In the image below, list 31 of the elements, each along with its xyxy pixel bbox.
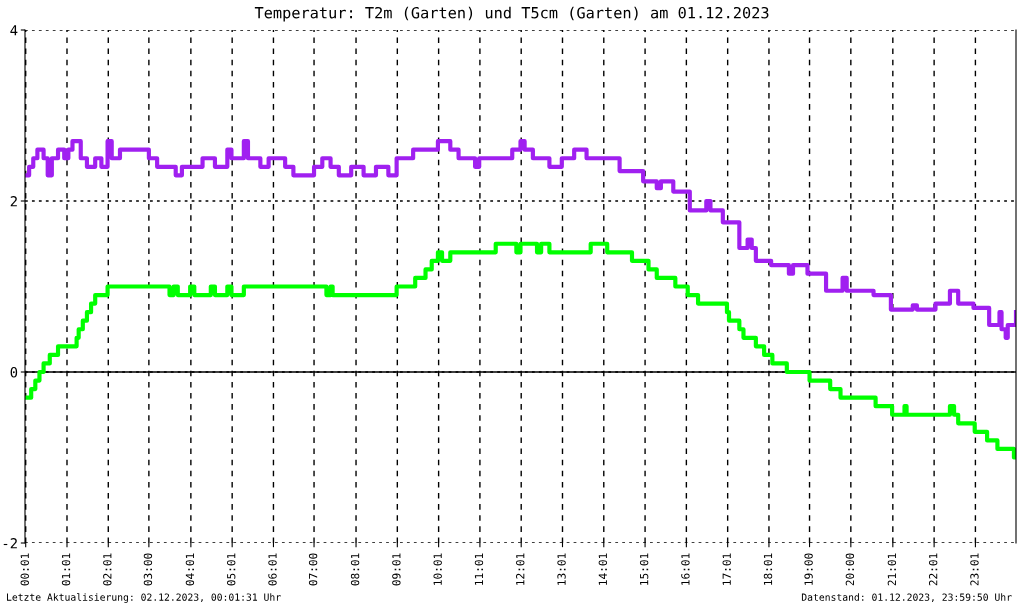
x-tick-label: 07:00 <box>308 553 318 586</box>
x-tick-label: 23:01 <box>970 553 979 586</box>
x-tick-label: 03:00 <box>143 553 153 586</box>
x-tick-label: 20:00 <box>845 553 855 586</box>
x-tick-label: 09:01 <box>392 553 401 586</box>
x-tick-label: 08:01 <box>350 553 360 586</box>
x-tick-label: 13:01 <box>557 553 566 585</box>
x-tick-label: 21:01 <box>887 553 897 586</box>
x-tick-label: 02:01 <box>103 553 112 586</box>
x-tick-label: 19:00 <box>804 553 813 585</box>
y-tick-label: 0 <box>10 367 18 378</box>
chart-title: Temperatur: T2m (Garten) und T5cm (Garten) am 01.12.2023 <box>254 6 769 22</box>
y-tick-label: -2 <box>3 538 17 549</box>
x-tick-label: 06:01 <box>268 553 277 586</box>
x-tick-label: 05:01 <box>227 553 236 586</box>
x-tick-label: 10:01 <box>433 553 442 585</box>
x-tick-label: 15:01 <box>639 553 649 585</box>
y-tick-label: 2 <box>10 196 17 207</box>
x-tick-label: 22:01 <box>928 553 938 586</box>
x-tick-label: 16:01 <box>681 553 690 585</box>
x-tick-label: 04:01 <box>185 553 195 586</box>
x-tick-label: 00:01 <box>20 553 29 586</box>
x-tick-label: 12:01 <box>516 553 525 585</box>
text: Datenstand: 01.12.2023, 23:59:50 Uhr <box>801 593 1012 603</box>
x-tick-label: 14:01 <box>598 553 608 585</box>
x-tick-label: 18:01 <box>763 553 773 585</box>
y-tick-label: 4 <box>10 25 18 36</box>
x-tick-label: 11:01 <box>474 553 484 585</box>
x-tick-label: 01:01 <box>61 553 71 586</box>
x-tick-label: 17:01 <box>722 553 731 585</box>
text: Letzte Aktualisierung: 02.12.2023, 00:01:31 Uhr <box>7 593 281 603</box>
